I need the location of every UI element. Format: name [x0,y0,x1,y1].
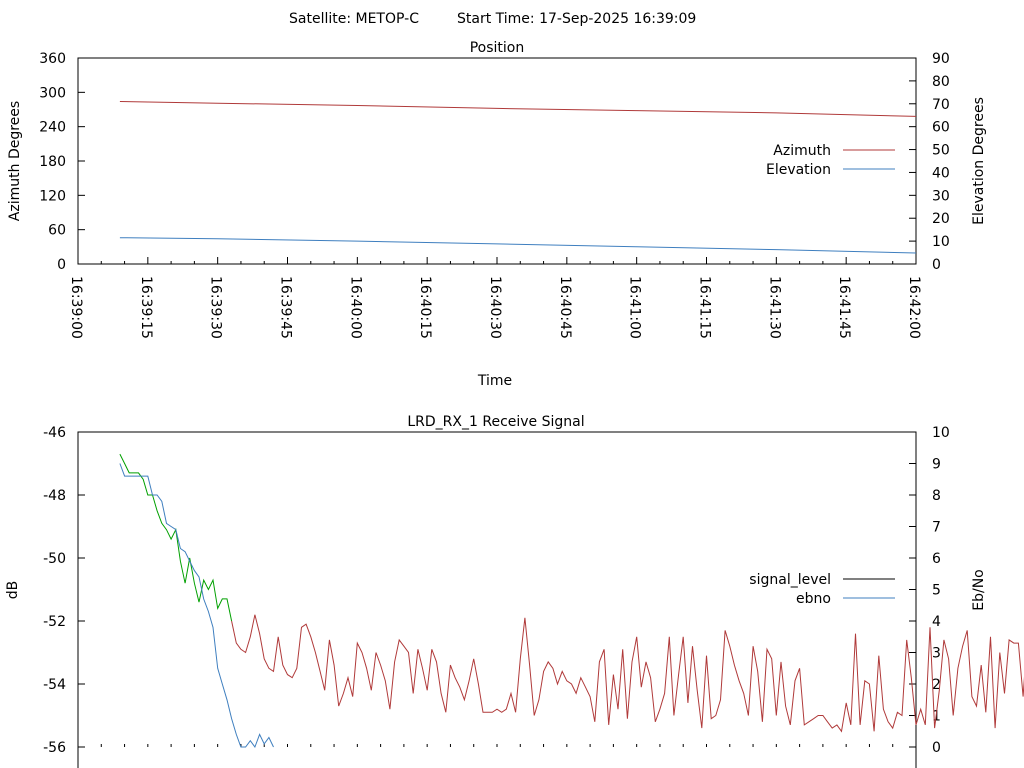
position-xtick-label: 16:39:15 [138,276,154,339]
position-chart: Position Time Azimuth Degrees Elevation … [7,40,987,389]
position-y2tick-label: 40 [932,165,950,181]
position-xtick-label: 16:41:45 [836,276,852,339]
position-plot-frame [77,57,917,265]
receive-signal-chart: LRD_RX_1 Receive Signal dB Eb/No -56 -54 -… [5,414,1024,768]
signal-plot-frame [77,431,917,768]
position-chart-title: Position [470,40,525,56]
signal-ytick-label: -50 [43,551,66,567]
position-ytick-label: 60 [48,223,66,239]
series-line-ebno [119,463,274,749]
position-ytick-label: 0 [57,257,66,273]
position-y2tick-label: 0 [932,257,941,273]
satellite-label: Satellite: METOP-C [289,11,419,27]
signal-y2tick-label: 7 [932,520,941,536]
signal-chart-title: LRD_RX_1 Receive Signal [407,414,584,430]
signal-ytick-label: -48 [43,488,66,504]
signal-ylabel: dB [5,581,21,600]
position-xtick-label: 16:40:00 [347,276,363,339]
series-line-elevation [119,237,917,254]
signal-y2tick-label: 5 [932,583,941,599]
signal-ytick-label: -56 [43,740,66,756]
position-y2tick-label: 80 [932,74,950,90]
position-y2tick-label: 70 [932,97,950,113]
signal-y2tick-label: 2 [932,677,941,693]
signal-ytick-label: -54 [43,677,66,693]
position-xtick-label: 16:39:30 [208,276,224,339]
legend-label-signal-level: signal_level [749,572,831,588]
position-ytick-label: 300 [39,85,66,101]
signal-y2tick-label: 8 [932,488,941,504]
position-xtick-label: 16:41:00 [627,276,643,339]
position-ytick-label: 120 [39,188,66,204]
position-y2tick-label: 20 [932,211,950,227]
position-y2tick-label: 50 [932,143,950,159]
position-xtick-label: 16:39:00 [68,276,84,339]
position-xtick-label: 16:40:30 [487,276,503,339]
start-time-label: Start Time: 17-Sep-2025 16:39:09 [457,11,696,27]
position-y2tick-label: 60 [932,120,950,136]
position-y2label: Elevation Degrees [971,97,987,225]
position-xtick-label: 16:42:00 [906,276,922,339]
position-xlabel: Time [477,373,512,389]
position-xtick-label: 16:40:15 [417,276,433,339]
signal-y2tick-label: 4 [932,614,941,630]
position-ytick-label: 240 [39,120,66,136]
signal-ytick-label: -52 [43,614,66,630]
position-xtick-label: 16:40:45 [557,276,573,339]
position-y2tick-label: 10 [932,234,950,250]
series-line-signal-level [119,453,233,622]
legend-label-elevation: Elevation [766,162,831,178]
position-xtick-label: 16:39:45 [278,276,294,339]
signal-y2tick-label: 9 [932,457,941,473]
legend-label-azimuth: Azimuth [773,143,831,159]
series-line-signal-level-low [231,614,1024,733]
position-legend: Azimuth Elevation [766,143,895,178]
position-y2tick-label: 90 [932,51,950,67]
signal-y2tick-label: 0 [932,740,941,756]
signal-y2tick-label: 3 [932,646,941,662]
position-xtick-label: 16:41:15 [697,276,713,339]
position-ylabel: Azimuth Degrees [7,101,23,221]
signal-y2label: Eb/No [971,569,987,611]
position-ytick-label: 360 [39,51,66,67]
series-line-azimuth [119,101,917,117]
signal-ytick-label: -46 [43,425,66,441]
legend-label-ebno: ebno [796,591,831,607]
position-xtick-label: 16:41:30 [766,276,782,339]
position-y2tick-label: 30 [932,188,950,204]
signal-y2tick-label: 6 [932,551,941,567]
position-ytick-label: 180 [39,154,66,170]
signal-y2tick-label: 10 [932,425,950,441]
